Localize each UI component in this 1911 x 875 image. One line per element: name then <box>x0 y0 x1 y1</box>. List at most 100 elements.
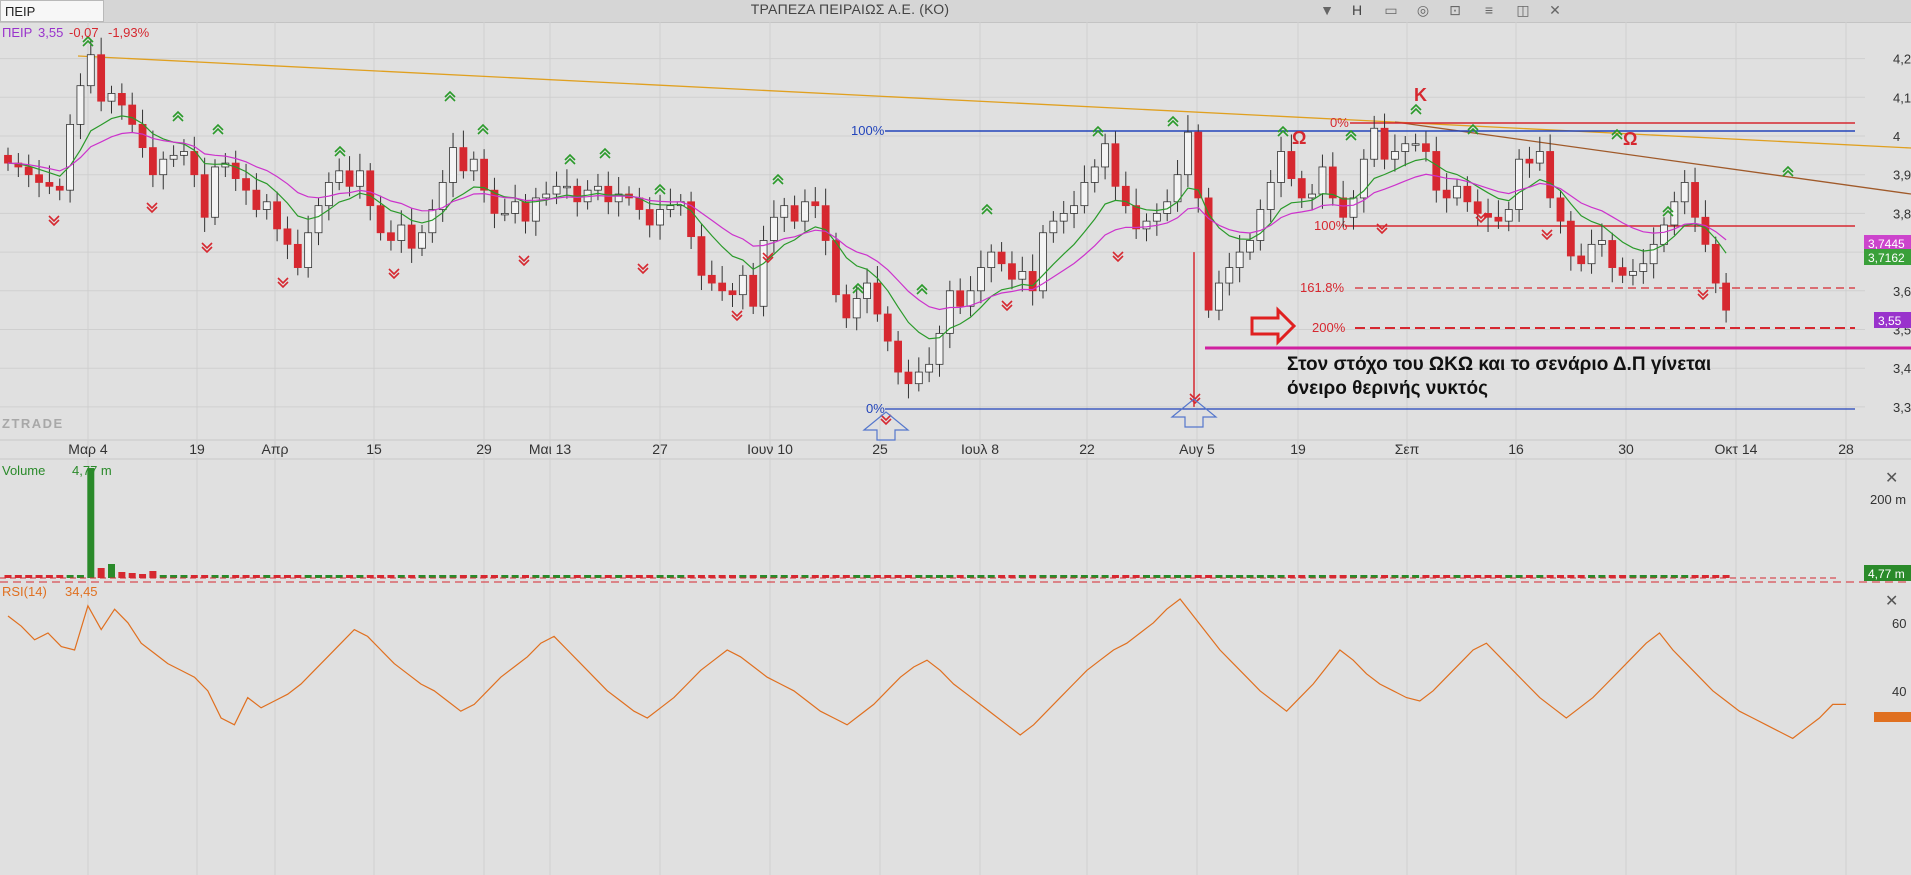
candle-body <box>1618 267 1627 276</box>
volume-bar <box>252 575 260 578</box>
sell-marker-icon <box>388 268 400 280</box>
buy-marker-icon <box>599 147 611 159</box>
volume-bar <box>1432 575 1440 578</box>
menu-icon[interactable]: ≡ <box>1484 2 1494 18</box>
candle-body <box>304 232 313 268</box>
volume-bar <box>791 575 799 578</box>
layout-icon[interactable]: ▭ <box>1384 2 1398 18</box>
volume-bar <box>1277 575 1285 578</box>
volume-bar <box>522 575 529 578</box>
candle-body <box>987 251 996 268</box>
candle-body <box>55 185 64 191</box>
volume-bar <box>739 575 747 578</box>
volume-bar <box>25 575 33 578</box>
candle-body <box>1504 209 1513 222</box>
candle-body <box>1453 185 1461 199</box>
candle-body <box>738 274 747 296</box>
candle-body <box>977 267 985 292</box>
candle-body <box>801 201 809 222</box>
lock-icon[interactable]: ⊡ <box>1449 2 1461 18</box>
arrow-up-icon <box>862 411 910 441</box>
volume-bar <box>697 575 705 578</box>
chart-canvas[interactable]: 100% 0% 0% 100% 161.8% 200% Μαρ 4 19 Απρ 15 29 Μαι… <box>0 22 1911 875</box>
sell-marker-icon <box>1112 251 1124 263</box>
candle-body <box>1546 151 1555 199</box>
chat-icon[interactable]: ◎ <box>1416 2 1430 18</box>
x-tick-label: 27 <box>652 441 668 457</box>
window-icon[interactable]: ◫ <box>1516 2 1530 18</box>
symbol-input[interactable] <box>0 0 104 22</box>
fib-level-label: 0% <box>866 401 885 416</box>
sell-marker-icon <box>48 215 60 227</box>
candle-body <box>231 162 240 179</box>
close-icon[interactable]: ✕ <box>1549 2 1561 18</box>
candle-body <box>190 151 199 176</box>
volume-bar <box>1660 575 1668 578</box>
x-tick-label: Ιουλ 8 <box>961 441 999 457</box>
candle-body <box>790 205 799 222</box>
candle-body <box>1308 193 1316 199</box>
candle-body <box>459 147 468 172</box>
rsi-label: RSI(14) <box>2 584 47 599</box>
volume-bar <box>459 575 467 578</box>
fib-level-label: 100% <box>851 123 885 138</box>
volume-bar <box>1132 575 1140 578</box>
candle-body <box>1090 166 1099 183</box>
candle-body <box>728 290 737 296</box>
candle-body <box>563 185 571 189</box>
volume-bar <box>35 575 43 578</box>
volume-bar <box>335 575 343 578</box>
volume-bar <box>594 575 602 578</box>
volume-bar <box>232 575 240 578</box>
buy-marker-icon <box>916 283 928 295</box>
candle-body <box>966 290 975 307</box>
candle-body <box>35 174 43 183</box>
target-arrow-icon <box>1250 306 1297 346</box>
volume-bar <box>604 575 612 578</box>
legend-change: -0,07 <box>69 25 99 40</box>
candle-body <box>159 158 168 176</box>
buy-marker-icon <box>172 110 184 122</box>
buy-marker-icon <box>212 123 224 135</box>
volume-bar <box>1298 575 1306 578</box>
candle-body <box>1525 158 1534 164</box>
ma-slow-tag-label: 3,7162 <box>1868 251 1905 265</box>
candle-body <box>76 85 85 125</box>
volume-close-icon[interactable]: ✕ <box>1885 470 1898 487</box>
volume-bar <box>1049 575 1057 578</box>
volume-bar <box>1422 575 1430 578</box>
candle-body <box>552 185 561 195</box>
volume-bar <box>180 575 188 578</box>
chevron-down-icon[interactable]: ▼ <box>1320 2 1334 18</box>
volume-bar <box>1329 575 1337 578</box>
period-button[interactable]: H <box>1351 2 1363 18</box>
volume-bar <box>511 575 519 578</box>
volume-bar <box>656 575 664 578</box>
volume-bar <box>977 575 985 578</box>
candle-body <box>490 189 499 214</box>
volume-bar <box>811 575 819 578</box>
x-tick-label: 29 <box>476 441 492 457</box>
x-tick-label: 22 <box>1079 441 1095 457</box>
candle-body <box>387 232 395 241</box>
candle-body <box>1359 158 1368 199</box>
x-tick-label: 28 <box>1838 441 1854 457</box>
candle-body <box>935 332 944 365</box>
rsi-close-icon[interactable]: ✕ <box>1885 593 1898 610</box>
volume-bar <box>894 575 902 578</box>
rsi-axis-label-40: 40 <box>1892 684 1906 699</box>
volume-bar <box>904 575 912 578</box>
x-tick-label: 19 <box>1290 441 1306 457</box>
volume-bar <box>573 575 581 578</box>
volume-bar <box>1401 575 1409 578</box>
volume-bar <box>718 575 726 578</box>
buy-marker-icon <box>654 183 666 195</box>
candle-body <box>1101 143 1109 168</box>
y-tick-label: 3,6 <box>1893 284 1911 299</box>
volume-bar <box>1287 575 1295 578</box>
fib-level-label: 161.8% <box>1300 280 1345 295</box>
candle-body <box>687 201 695 238</box>
annotation-line-1: Στον στόχο του ΩΚΩ και το σενάριο Δ.Π γί… <box>1287 354 1711 375</box>
candle-body <box>1132 205 1141 230</box>
volume-bar <box>1608 575 1616 578</box>
